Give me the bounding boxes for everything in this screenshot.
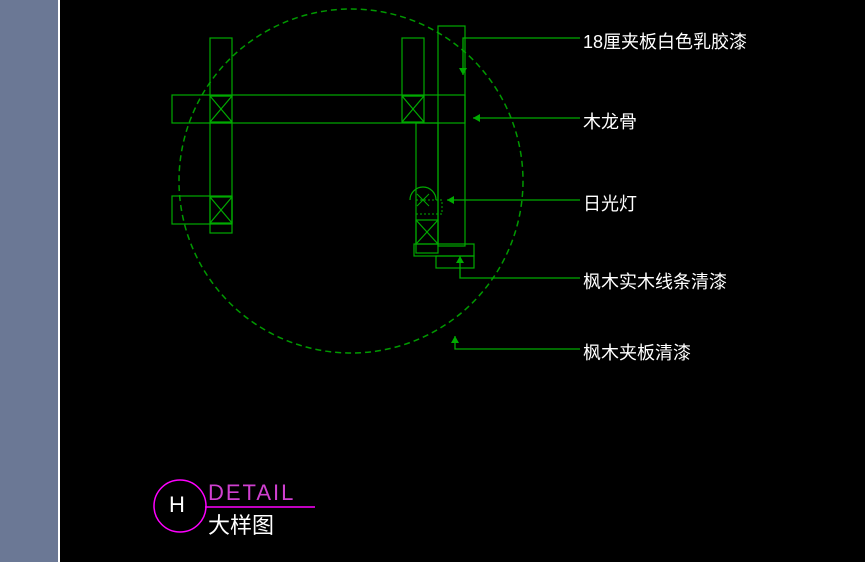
label-2: 木龙骨 xyxy=(583,108,637,134)
label-5: 枫木夹板清漆 xyxy=(583,339,691,365)
label-3: 日光灯 xyxy=(583,190,637,216)
app-window: 18厘夹板白色乳胶漆 木龙骨 日光灯 枫木实木线条清漆 枫木夹板清漆 DETAI… xyxy=(0,0,867,562)
drawing-svg xyxy=(60,0,867,562)
label-4: 枫木实木线条清漆 xyxy=(583,268,727,294)
bubble-letter: H xyxy=(169,492,185,518)
title-detail-en: DETAIL xyxy=(208,480,295,506)
label-1: 18厘夹板白色乳胶漆 xyxy=(583,28,747,54)
cad-canvas xyxy=(58,0,867,562)
title-detail-cn: 大样图 xyxy=(208,508,274,540)
